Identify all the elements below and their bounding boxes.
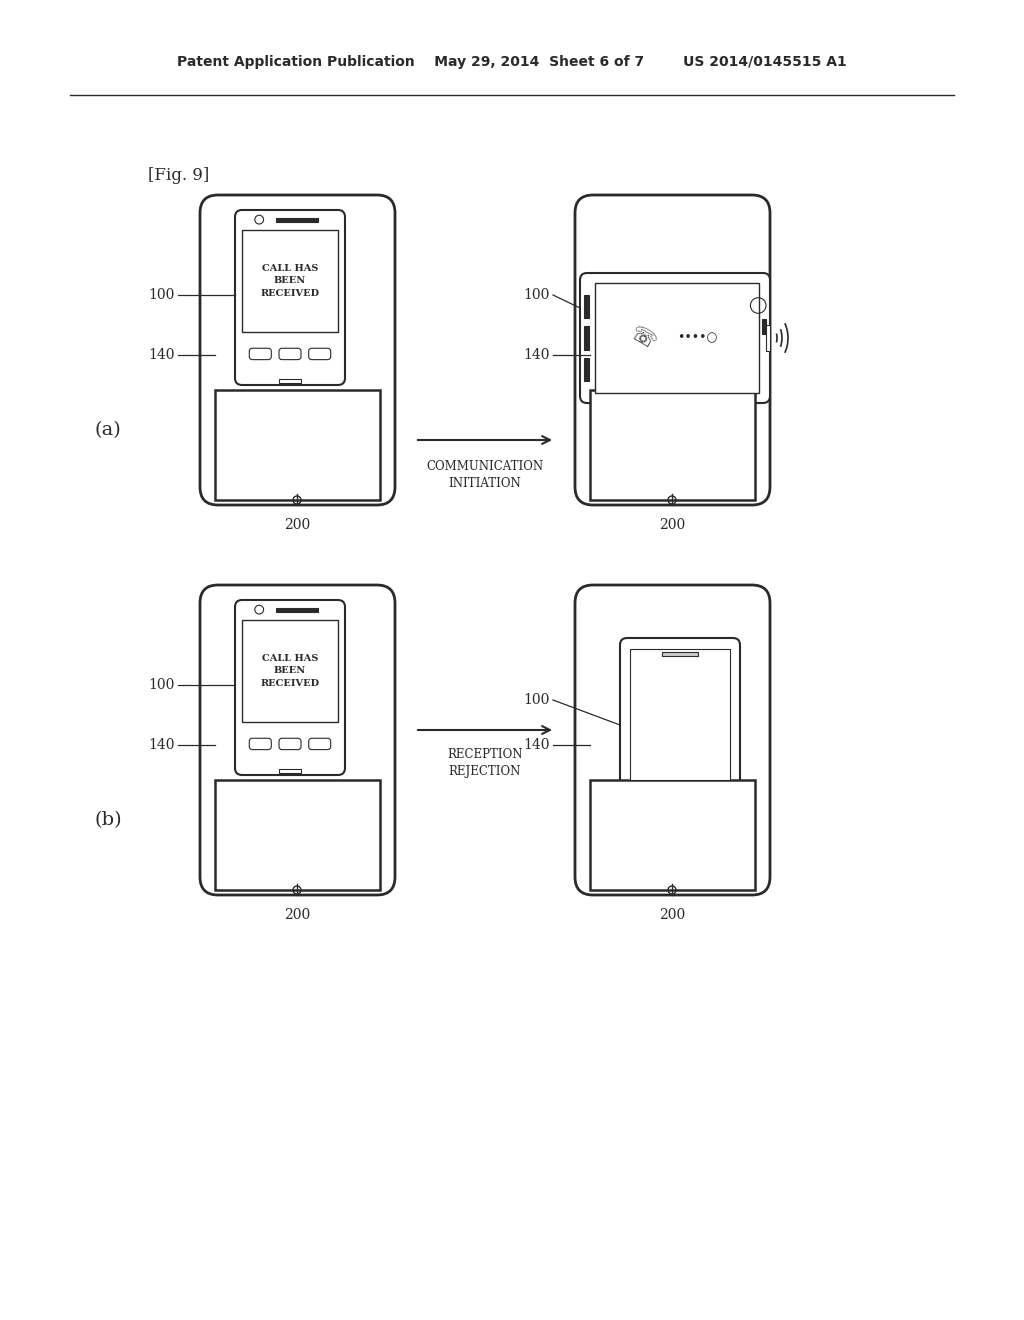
- Text: RECEPTION
REJECTION: RECEPTION REJECTION: [447, 748, 522, 777]
- Text: ☏: ☏: [627, 323, 659, 354]
- Text: (a): (a): [94, 421, 122, 440]
- Text: 200: 200: [658, 517, 685, 532]
- FancyBboxPatch shape: [575, 195, 770, 506]
- FancyBboxPatch shape: [580, 273, 770, 403]
- Bar: [590, 780, 755, 890]
- Bar: [766, 325, 770, 351]
- Text: 140: 140: [523, 348, 550, 362]
- Bar: [242, 620, 338, 722]
- Text: ••••○: ••••○: [678, 331, 718, 345]
- FancyBboxPatch shape: [620, 638, 740, 813]
- FancyBboxPatch shape: [279, 738, 301, 750]
- FancyBboxPatch shape: [308, 738, 331, 750]
- FancyBboxPatch shape: [200, 585, 395, 895]
- FancyBboxPatch shape: [575, 585, 770, 895]
- Bar: [762, 318, 766, 334]
- Text: 140: 140: [148, 348, 175, 362]
- Bar: [279, 379, 301, 383]
- Text: 100: 100: [148, 678, 175, 692]
- FancyBboxPatch shape: [234, 210, 345, 385]
- Bar: [630, 648, 730, 780]
- Text: 200: 200: [658, 908, 685, 921]
- Text: 200: 200: [284, 908, 310, 921]
- Bar: [584, 326, 589, 350]
- Bar: [584, 296, 589, 318]
- FancyBboxPatch shape: [249, 738, 271, 750]
- FancyBboxPatch shape: [234, 601, 345, 775]
- Bar: [584, 358, 589, 381]
- Text: (b): (b): [94, 810, 122, 829]
- Bar: [275, 607, 317, 611]
- Text: [Fig. 9]: [Fig. 9]: [148, 166, 209, 183]
- Text: COMMUNICATION
INITIATION: COMMUNICATION INITIATION: [426, 459, 544, 490]
- Bar: [590, 389, 755, 500]
- Bar: [279, 768, 301, 774]
- Bar: [242, 230, 338, 331]
- Text: 100: 100: [148, 288, 175, 302]
- Text: Patent Application Publication    May 29, 2014  Sheet 6 of 7        US 2014/0145: Patent Application Publication May 29, 2…: [177, 55, 847, 69]
- Text: 140: 140: [148, 738, 175, 752]
- Bar: [662, 652, 698, 656]
- Text: 100: 100: [523, 288, 550, 302]
- FancyBboxPatch shape: [249, 348, 271, 359]
- Bar: [275, 218, 317, 222]
- Bar: [595, 284, 759, 392]
- Text: CALL HAS
BEEN
RECEIVED: CALL HAS BEEN RECEIVED: [260, 264, 319, 298]
- FancyBboxPatch shape: [200, 195, 395, 506]
- FancyBboxPatch shape: [279, 348, 301, 359]
- Bar: [215, 389, 380, 500]
- FancyBboxPatch shape: [308, 348, 331, 359]
- Text: CALL HAS
BEEN
RECEIVED: CALL HAS BEEN RECEIVED: [260, 653, 319, 688]
- Text: 200: 200: [284, 517, 310, 532]
- Text: 100: 100: [523, 693, 550, 708]
- Text: 140: 140: [523, 738, 550, 752]
- Bar: [215, 780, 380, 890]
